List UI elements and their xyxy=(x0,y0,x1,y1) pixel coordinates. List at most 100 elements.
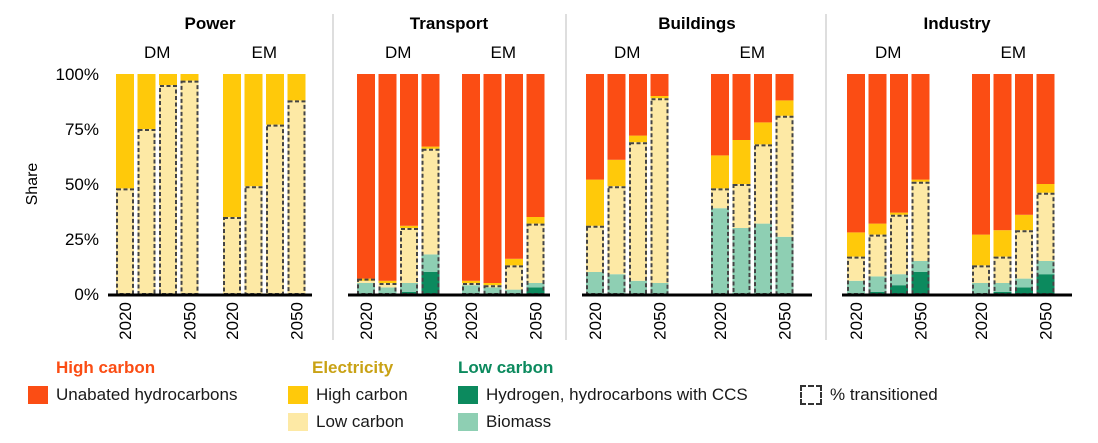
group-label: EM xyxy=(740,43,766,62)
bar-segment-elec_high xyxy=(244,74,263,187)
transitioned-outline xyxy=(890,214,908,295)
transitioned-outline xyxy=(483,285,502,296)
bar-segment-elec_low xyxy=(586,225,604,272)
year-label: 2050 xyxy=(651,302,670,340)
bar-segment-elec_high xyxy=(911,179,930,182)
bar-segment-elec_low xyxy=(650,98,669,283)
y-axis-title: Share xyxy=(24,163,41,206)
bar-segment-elec_low xyxy=(159,85,177,294)
bar-segment-unabated xyxy=(483,74,502,283)
panel-title: Power xyxy=(184,14,235,33)
legend-title-high-carbon: High carbon xyxy=(56,358,156,377)
bar-segment-unabated xyxy=(400,74,418,226)
transitioned-outline xyxy=(972,265,990,295)
swatch-unabated xyxy=(28,386,48,404)
bar-segment-elec_low xyxy=(378,283,397,288)
group-label: EM xyxy=(1001,43,1027,62)
bar-segment-biomass xyxy=(462,285,480,294)
bar-segment-elec_high xyxy=(775,100,794,116)
bar-segment-elec_high xyxy=(223,74,241,217)
bar-segment-elec_high xyxy=(868,223,887,235)
group-label: DM xyxy=(144,43,170,62)
bar-segment-biomass xyxy=(711,208,729,294)
bar-segment-elec_high xyxy=(505,258,523,266)
bar-segment-biomass xyxy=(732,228,751,294)
bar-segment-biomass xyxy=(357,283,375,294)
legend-title-low-carbon: Low carbon xyxy=(458,358,554,377)
bar-segment-unabated xyxy=(505,74,523,259)
year-label: 2050 xyxy=(776,302,795,340)
bar-segment-elec_high xyxy=(586,179,604,226)
bar-segment-elec_high xyxy=(972,234,990,266)
year-label: 2020 xyxy=(462,302,481,340)
year-label: 2050 xyxy=(422,302,441,340)
bar-segment-elec_high xyxy=(116,74,134,189)
bar-segment-elec_low xyxy=(1036,192,1055,261)
bar-segment-biomass xyxy=(629,280,647,294)
bar-segment-unabated xyxy=(629,74,647,136)
bar-segment-elec_low xyxy=(421,148,440,255)
swatch-biomass xyxy=(458,413,478,431)
bar-segment-unabated xyxy=(357,74,375,279)
panel-title: Buildings xyxy=(658,14,735,33)
legend-group-high-carbon: High carbon Unabated hydrocarbons xyxy=(28,358,237,405)
bar-segment-unabated xyxy=(711,74,729,156)
bar-segment-elec_high xyxy=(378,280,397,283)
swatch-elec-high xyxy=(288,386,308,404)
bar-segment-elec_high xyxy=(266,74,284,125)
bar-segment-elec_high xyxy=(650,96,669,99)
y-tick-label: 25% xyxy=(65,230,99,249)
legend-group-electricity: Electricity High carbon Low carbon xyxy=(288,358,408,432)
legend-label-transitioned: % transitioned xyxy=(830,385,938,404)
bar-segment-elec_high xyxy=(1036,184,1055,193)
bar-segment-hydrogen_ccs xyxy=(868,291,887,294)
bar-segment-hydrogen_ccs xyxy=(1036,274,1055,294)
bar-segment-elec_high xyxy=(400,225,418,228)
year-label: 2020 xyxy=(847,302,866,340)
bar-segment-biomass xyxy=(868,276,887,292)
bar-segment-unabated xyxy=(421,74,440,147)
y-tick-label: 100% xyxy=(56,65,99,84)
year-label: 2050 xyxy=(527,302,546,340)
transitioned-outline xyxy=(629,142,647,295)
legend-item-elec-high: High carbon xyxy=(288,385,408,405)
swatch-transitioned xyxy=(800,385,822,405)
year-label: 2020 xyxy=(972,302,991,340)
bar-segment-biomass xyxy=(890,274,908,286)
transitioned-outline xyxy=(775,115,794,295)
bar-segment-elec_high xyxy=(629,135,647,143)
transitioned-outline xyxy=(505,265,523,295)
bar-segment-unabated xyxy=(847,74,865,233)
bar-segment-biomass xyxy=(378,287,397,294)
group-label: DM xyxy=(614,43,640,62)
bar-segment-biomass xyxy=(586,272,604,294)
bar-segment-unabated xyxy=(607,74,626,160)
year-label: 2020 xyxy=(586,302,605,340)
year-label: 2050 xyxy=(288,302,307,340)
transitioned-outline xyxy=(911,181,930,295)
bar-segment-unabated xyxy=(1015,74,1033,215)
bar-segment-elec_low xyxy=(137,129,156,294)
legend-label-elec-high: High carbon xyxy=(316,385,408,404)
group-label: EM xyxy=(491,43,517,62)
bar-segment-unabated xyxy=(972,74,990,235)
bar-segment-unabated xyxy=(911,74,930,180)
bar-segment-elec_high xyxy=(607,159,626,187)
bar-segment-elec_high xyxy=(462,280,480,283)
legend-label-unabated: Unabated hydrocarbons xyxy=(56,385,238,404)
bar-segment-unabated xyxy=(890,74,908,213)
bar-segment-hydrogen_ccs xyxy=(400,291,418,294)
bar-segment-elec_low xyxy=(607,186,626,275)
transitioned-outline xyxy=(868,234,887,296)
bar-segment-biomass xyxy=(911,261,930,272)
bar-segment-elec_high xyxy=(483,283,502,286)
bar-segment-unabated xyxy=(732,74,751,140)
bar-segment-unabated xyxy=(650,74,669,96)
bar-segment-unabated xyxy=(775,74,794,101)
swatch-elec-low xyxy=(288,413,308,431)
transitioned-outline xyxy=(400,228,418,295)
bar-segment-biomass xyxy=(1015,278,1033,288)
year-label: 2020 xyxy=(116,302,135,340)
bar-segment-elec_high xyxy=(993,230,1012,257)
bar-segment-elec_high xyxy=(180,74,199,81)
